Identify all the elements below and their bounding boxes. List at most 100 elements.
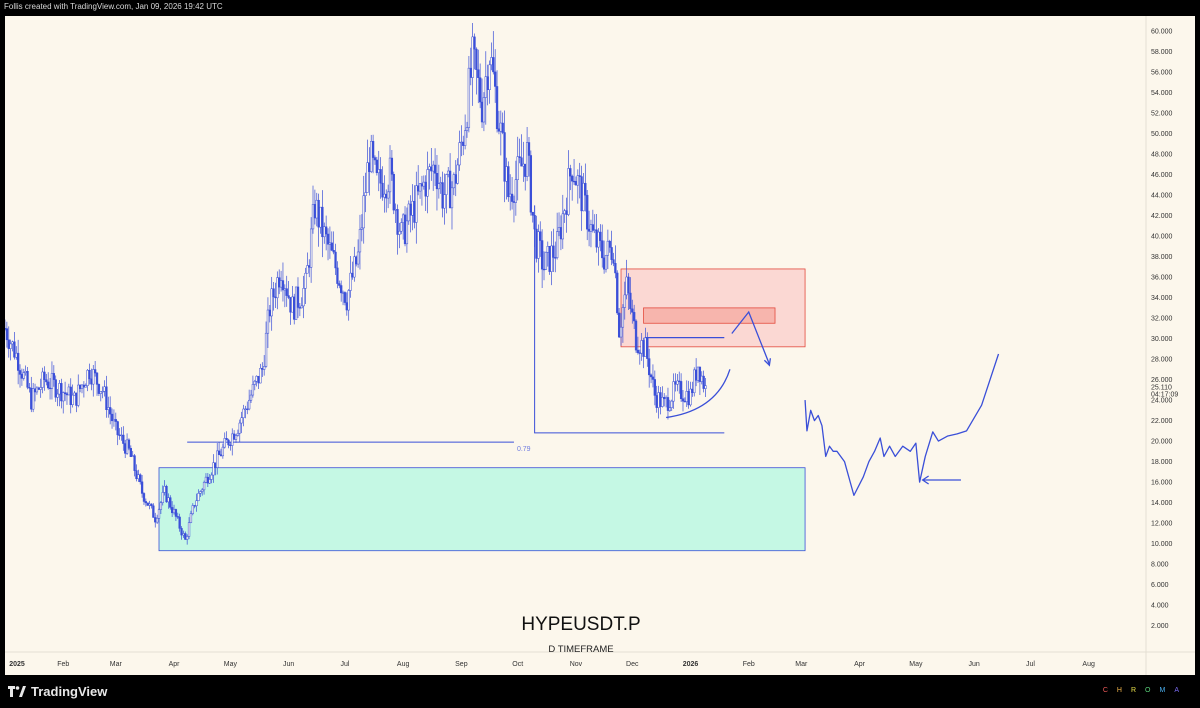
candle-body xyxy=(499,122,502,132)
candle-body xyxy=(610,247,613,260)
candle-body xyxy=(73,392,76,396)
candle-body xyxy=(467,67,471,128)
candle-body xyxy=(216,450,219,468)
price-tick-label: 30.000 xyxy=(1151,336,1173,343)
candle-body xyxy=(328,242,332,245)
candle-body xyxy=(685,391,688,402)
candle-body xyxy=(139,474,142,483)
price-tick-label: 56.000 xyxy=(1151,70,1173,77)
candle-body xyxy=(37,387,40,390)
symbol-title: HYPEUSDT.P xyxy=(521,614,640,635)
rounding-curve xyxy=(665,369,731,419)
candle-body xyxy=(174,509,178,517)
candle-body xyxy=(78,384,82,389)
candle-body xyxy=(309,228,313,268)
candle-body xyxy=(293,296,296,320)
candle-body xyxy=(646,337,649,359)
candle-body xyxy=(45,379,48,383)
candle-body xyxy=(90,378,93,385)
price-tick-label: 48.000 xyxy=(1151,152,1173,159)
candle-body xyxy=(458,142,461,166)
candle-body xyxy=(674,381,677,385)
candle-body xyxy=(418,183,422,192)
candle-body xyxy=(415,185,418,223)
price-tick-label: 52.000 xyxy=(1151,111,1173,118)
candle-body xyxy=(366,162,369,193)
candle-body xyxy=(482,97,486,123)
candle-body xyxy=(666,397,670,411)
candle-body xyxy=(539,231,542,241)
candle-body xyxy=(433,164,437,174)
candle-body xyxy=(559,227,563,240)
demand-zone-box xyxy=(158,467,806,552)
candle-body xyxy=(24,371,27,373)
candle-body xyxy=(396,209,399,235)
price-tick-label: 44.000 xyxy=(1151,193,1173,200)
candle-body xyxy=(362,195,365,229)
chart-area[interactable]: 0.79 60.000 58.000 56.000 54.000 52.000 50.000… xyxy=(5,16,1195,675)
brand-letter: M xyxy=(1159,687,1175,694)
candle-body xyxy=(270,288,273,317)
tradingview-logo[interactable]: TradingView xyxy=(8,684,107,699)
candle-body xyxy=(39,387,42,390)
candle-body xyxy=(47,381,50,389)
candle-body xyxy=(377,169,380,174)
candle-body xyxy=(287,295,290,298)
candle-body xyxy=(371,141,375,158)
candle-body xyxy=(617,312,621,338)
candle-body xyxy=(694,369,698,381)
candle-body xyxy=(601,240,604,259)
candle-body xyxy=(619,326,623,338)
price-chart[interactable]: 0.79 60.000 58.000 56.000 54.000 52.000 50.000… xyxy=(5,16,1195,675)
candle-body xyxy=(99,391,102,394)
time-tick-label: Mar xyxy=(110,661,123,668)
candle-body xyxy=(443,194,446,209)
time-tick-label: Feb xyxy=(57,661,69,668)
candle-body xyxy=(315,199,318,219)
candle-body xyxy=(52,373,55,380)
candle-body xyxy=(92,369,95,385)
time-tick-label: Apr xyxy=(854,661,866,668)
candle-body xyxy=(501,122,504,133)
brand-letter: A xyxy=(1174,687,1188,694)
candle-body xyxy=(20,374,24,379)
candles-group xyxy=(5,23,707,545)
chroma-brand: CHROMA xyxy=(1103,687,1188,694)
candle-body xyxy=(360,227,363,230)
candle-body xyxy=(199,491,202,494)
candle-body xyxy=(231,433,234,446)
candle-body xyxy=(326,233,330,245)
candle-body xyxy=(447,170,450,175)
candle-body xyxy=(563,210,566,215)
tradingview-logo-text: TradingView xyxy=(31,684,108,699)
time-tick-label: May xyxy=(909,661,923,668)
brand-letter: O xyxy=(1145,687,1160,694)
candle-body xyxy=(161,492,164,503)
time-tick-label: May xyxy=(224,661,238,668)
candle-body xyxy=(140,481,144,494)
candle-body xyxy=(488,64,491,90)
candle-body xyxy=(379,169,382,184)
candle-body xyxy=(298,307,302,309)
candle-body xyxy=(311,204,315,230)
candle-body xyxy=(41,371,44,388)
candle-body xyxy=(381,182,384,198)
candle-body xyxy=(420,183,424,187)
candle-body xyxy=(681,398,685,402)
candle-body xyxy=(304,272,307,289)
candle-body xyxy=(281,280,285,291)
candle-body xyxy=(477,69,480,78)
candle-body xyxy=(527,142,531,156)
candle-body xyxy=(439,182,442,185)
timeframe-subtitle: D TIMEFRAME xyxy=(548,644,613,655)
time-tick-label: Feb xyxy=(743,661,755,668)
candle-body xyxy=(109,407,112,415)
candle-body xyxy=(356,251,360,265)
candle-body xyxy=(127,439,131,449)
candle-body xyxy=(50,373,54,389)
candle-body xyxy=(9,343,12,349)
candle-body xyxy=(125,439,129,454)
candle-body xyxy=(696,366,700,381)
candle-body xyxy=(135,470,138,480)
candle-body xyxy=(602,257,606,270)
